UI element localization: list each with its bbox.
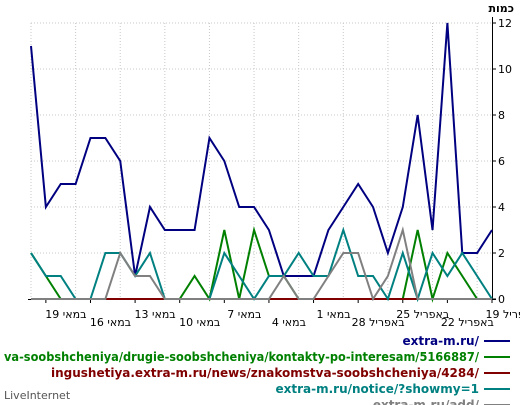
y-tick-label-0: 0 <box>498 293 505 306</box>
legend: extra-m.ru/va-soobshcheniya/drugie-soobs… <box>4 334 510 405</box>
x-tick-label-8: 13 במאי <box>135 308 176 321</box>
y-tick-label-4: 8 <box>498 109 505 122</box>
y-tick-label-5: 10 <box>498 63 512 76</box>
x-tick-label-4: 1 במאי <box>316 308 350 321</box>
y-axis-unit-label: כמות <box>489 2 514 15</box>
series-line-0 <box>30 22 493 277</box>
x-tick-label-2: 25 באפריל <box>396 308 449 321</box>
series-line-3 <box>30 226 493 303</box>
legend-label-1: va-soobshcheniya/drugie-soobshcheniya/ko… <box>4 350 480 364</box>
series-line-4 <box>31 226 492 302</box>
brand-label: LiveInternet <box>4 389 71 402</box>
y-tick-label-2: 4 <box>498 201 505 214</box>
x-tick-label-0: 19 באפריל <box>485 308 520 321</box>
x-tick-label-9: 16 במאי <box>90 316 131 329</box>
x-tick-label-5: 4 במאי <box>272 316 306 329</box>
x-tick-label-7: 10 במאי <box>179 316 220 329</box>
legend-label-3: extra-m.ru/notice/?showmy=1 <box>276 382 480 396</box>
y-tick-label-1: 2 <box>498 247 505 260</box>
series-lines <box>30 22 493 303</box>
legend-label-0: extra-m.ru/ <box>402 334 479 348</box>
y-tick-label-6: 12 <box>498 17 512 30</box>
y-axis-ticks: 0 2 4 6 8 10 12 <box>492 17 512 306</box>
x-tick-label-1: 22 באפריל <box>441 316 494 329</box>
x-tick-label-3: 28 באפריל <box>352 316 405 329</box>
y-tick-label-3: 6 <box>498 155 505 168</box>
x-tick-label-10: 19 במאי <box>45 308 86 321</box>
x-tick-label-6: 7 במאי <box>227 308 261 321</box>
legend-label-4: extra-m.ru/add/ <box>373 398 480 405</box>
legend-label-2: ingushetiya.extra-m.ru/news/znakomstva-s… <box>51 366 480 380</box>
